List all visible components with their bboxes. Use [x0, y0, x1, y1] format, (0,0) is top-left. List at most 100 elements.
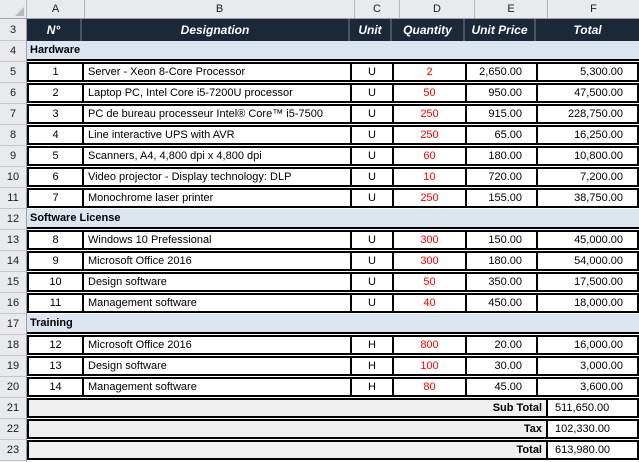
- cell-total[interactable]: 7,200.00: [580, 171, 623, 183]
- cell-designation[interactable]: Windows 10 Prefessional: [84, 232, 352, 248]
- cell-total[interactable]: 54,000.00: [574, 255, 623, 267]
- cell-designation[interactable]: Management software: [84, 379, 352, 395]
- section-band[interactable]: Software License: [27, 209, 639, 229]
- row-number-5[interactable]: 5: [0, 62, 26, 83]
- row-number-18[interactable]: 18: [0, 335, 26, 356]
- header-cell-unit-price[interactable]: Unit Price: [465, 19, 536, 41]
- cell-unit[interactable]: U: [352, 64, 394, 80]
- totals-value[interactable]: 102,330.00: [548, 421, 637, 437]
- cell-no[interactable]: 12: [29, 337, 84, 353]
- cell-total[interactable]: 16,000.00: [574, 339, 623, 351]
- cell-no[interactable]: 13: [29, 358, 84, 374]
- cell-no[interactable]: 4: [29, 127, 84, 143]
- cell-unit-price[interactable]: 2,650.00: [467, 64, 538, 80]
- header-cell-unit[interactable]: Unit: [350, 19, 392, 41]
- cell-no[interactable]: 2: [29, 85, 84, 101]
- cell-unit[interactable]: U: [352, 169, 394, 185]
- cell-unit-price[interactable]: 150.00: [467, 232, 538, 248]
- cell-designation[interactable]: Management software: [84, 295, 352, 311]
- cell-quantity[interactable]: 80: [394, 379, 467, 395]
- cell-no[interactable]: 3: [29, 106, 84, 122]
- cell-total[interactable]: 45,000.00: [574, 234, 623, 246]
- cell-designation[interactable]: Design software: [84, 358, 352, 374]
- cell-unit-price[interactable]: 180.00: [467, 148, 538, 164]
- cell-no[interactable]: 5: [29, 148, 84, 164]
- cell-quantity[interactable]: 300: [394, 232, 467, 248]
- header-cell-designation[interactable]: Designation: [82, 19, 350, 41]
- cell-unit-price[interactable]: 20.00: [467, 337, 538, 353]
- cell-total[interactable]: 5,300.00: [580, 66, 623, 78]
- cell-unit-price[interactable]: 30.00: [467, 358, 538, 374]
- cell-unit[interactable]: U: [352, 253, 394, 269]
- totals-label[interactable]: Sub Total: [29, 400, 548, 416]
- row-number-21[interactable]: 21: [0, 398, 26, 419]
- column-letter-A[interactable]: A: [27, 0, 85, 18]
- cell-quantity[interactable]: 40: [394, 295, 467, 311]
- cell-designation[interactable]: Laptop PC, Intel Core i5-7200U processor: [84, 85, 352, 101]
- cell-unit-price[interactable]: 180.00: [467, 253, 538, 269]
- cell-quantity[interactable]: 2: [394, 64, 467, 80]
- row-number-11[interactable]: 11: [0, 188, 26, 209]
- row-number-4[interactable]: 4: [0, 41, 26, 62]
- column-letter-E[interactable]: E: [475, 0, 548, 18]
- cell-unit[interactable]: U: [352, 85, 394, 101]
- cell-total[interactable]: 16,250.00: [574, 129, 623, 141]
- cell-total[interactable]: 17,500.00: [574, 276, 623, 288]
- cell-quantity[interactable]: 250: [394, 106, 467, 122]
- row-number-10[interactable]: 10: [0, 167, 26, 188]
- cell-no[interactable]: 6: [29, 169, 84, 185]
- row-number-9[interactable]: 9: [0, 146, 26, 167]
- cell-designation[interactable]: Server - Xeon 8-Core Processor: [84, 64, 352, 80]
- row-number-17[interactable]: 17: [0, 314, 26, 335]
- cell-no[interactable]: 9: [29, 253, 84, 269]
- cell-designation[interactable]: Scanners, A4, 4,800 dpi x 4,800 dpi: [84, 148, 352, 164]
- section-band[interactable]: Training: [27, 314, 639, 334]
- cell-unit[interactable]: U: [352, 148, 394, 164]
- totals-value[interactable]: 511,650.00: [548, 400, 637, 416]
- cell-unit-price[interactable]: 720.00: [467, 169, 538, 185]
- cell-unit-price[interactable]: 915.00: [467, 106, 538, 122]
- section-band[interactable]: Hardware: [27, 41, 639, 61]
- cell-unit-price[interactable]: 350.00: [467, 274, 538, 290]
- cell-quantity[interactable]: 250: [394, 190, 467, 206]
- select-all-corner[interactable]: [0, 0, 27, 18]
- cell-unit[interactable]: H: [352, 358, 394, 374]
- cell-unit[interactable]: U: [352, 127, 394, 143]
- cell-total[interactable]: 3,600.00: [580, 381, 623, 393]
- row-number-19[interactable]: 19: [0, 356, 26, 377]
- totals-value[interactable]: 613,980.00: [548, 442, 637, 458]
- row-number-13[interactable]: 13: [0, 230, 26, 251]
- cell-no[interactable]: 10: [29, 274, 84, 290]
- row-number-14[interactable]: 14: [0, 251, 26, 272]
- cell-no[interactable]: 1: [29, 64, 84, 80]
- cell-quantity[interactable]: 50: [394, 85, 467, 101]
- totals-label[interactable]: Total: [29, 442, 548, 458]
- row-number-16[interactable]: 16: [0, 293, 26, 314]
- cell-quantity[interactable]: 100: [394, 358, 467, 374]
- cell-unit[interactable]: U: [352, 295, 394, 311]
- cell-quantity[interactable]: 50: [394, 274, 467, 290]
- cell-total[interactable]: 38,750.00: [574, 192, 623, 204]
- cell-unit-price[interactable]: 65.00: [467, 127, 538, 143]
- cell-designation[interactable]: PC de bureau processeur Intel® Core™ i5-…: [84, 106, 352, 122]
- cell-quantity[interactable]: 300: [394, 253, 467, 269]
- column-letter-F[interactable]: F: [590, 3, 597, 15]
- cell-designation[interactable]: Line interactive UPS with AVR: [84, 127, 352, 143]
- cell-unit-price[interactable]: 45.00: [467, 379, 538, 395]
- cell-total[interactable]: 228,750.00: [567, 108, 623, 120]
- row-number-12[interactable]: 12: [0, 209, 26, 230]
- cell-unit[interactable]: U: [352, 190, 394, 206]
- row-number-22[interactable]: 22: [0, 419, 26, 440]
- header-cell-quantity[interactable]: Quantity: [392, 19, 465, 41]
- row-number-23[interactable]: 23: [0, 440, 26, 461]
- cell-no[interactable]: 14: [29, 379, 84, 395]
- column-letter-C[interactable]: C: [355, 0, 400, 18]
- column-letter-B[interactable]: B: [85, 0, 355, 18]
- row-number-7[interactable]: 7: [0, 104, 26, 125]
- cell-designation[interactable]: Design software: [84, 274, 352, 290]
- cell-unit-price[interactable]: 950.00: [467, 85, 538, 101]
- cell-no[interactable]: 7: [29, 190, 84, 206]
- cell-unit[interactable]: H: [352, 337, 394, 353]
- cell-unit[interactable]: U: [352, 106, 394, 122]
- cell-total[interactable]: 10,800.00: [574, 150, 623, 162]
